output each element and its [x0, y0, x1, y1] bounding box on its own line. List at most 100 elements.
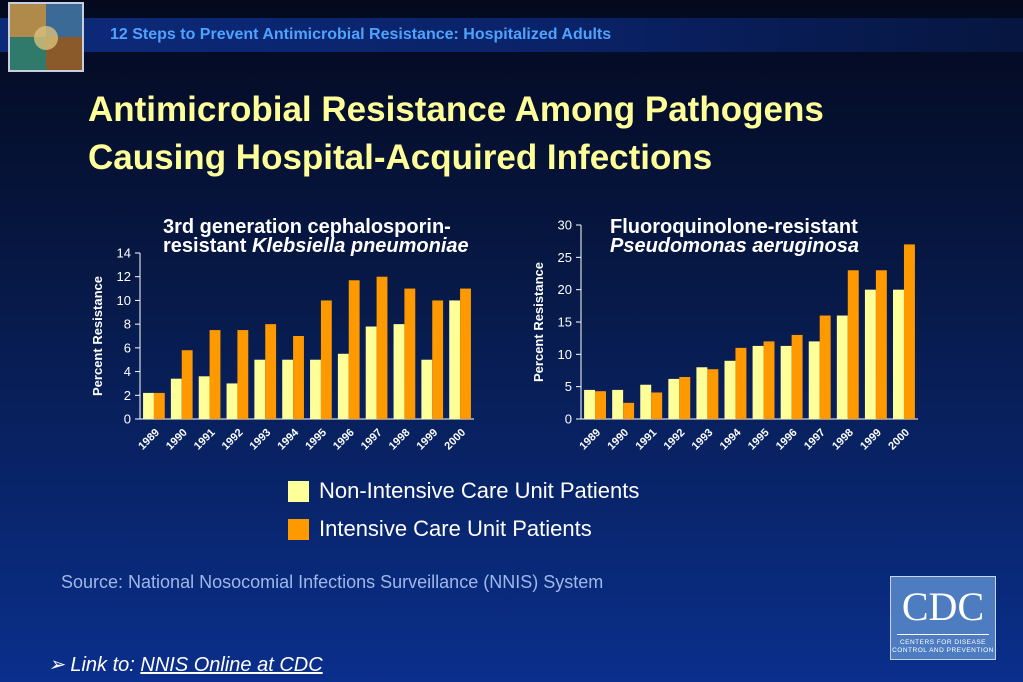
title-line-2: Causing Hospital-Acquired Infections — [88, 138, 713, 177]
left-chart-bar-icu — [460, 288, 471, 419]
right-chart-bar-non-icu — [780, 345, 792, 419]
right-chart-bar-non-icu — [696, 367, 708, 419]
left-chart-bar-icu — [404, 288, 416, 419]
right-chart-y-tick-label: 30 — [558, 218, 572, 233]
left-chart-bar-icu — [293, 336, 304, 419]
left-chart-bar-non-icu — [143, 392, 154, 419]
left-chart-bar-non-icu — [421, 359, 433, 419]
left-chart-bar-icu — [181, 350, 193, 419]
right-chart-y-axis-label: Percent Resistance — [531, 262, 546, 382]
right-chart-x-tick-label: 1998 — [830, 427, 856, 453]
left-chart-bar-icu — [432, 300, 444, 419]
right-chart-bar-non-icu — [864, 289, 876, 419]
right-chart-y-tick-label: 10 — [558, 347, 572, 362]
left-chart-bar-icu — [320, 300, 332, 419]
legend-label-non-icu: Non-Intensive Care Unit Patients — [319, 478, 640, 503]
right-chart-bar-icu — [903, 244, 915, 419]
right-chart-x-tick-label: 1989 — [577, 427, 603, 453]
left-chart-bar-non-icu — [198, 376, 210, 419]
title-line-1: Antimicrobial Resistance Among Pathogens — [88, 90, 824, 129]
left-chart-bar-icu — [237, 330, 249, 419]
left-chart-title-line2: resistant — [163, 235, 252, 257]
right-chart-bar-icu — [679, 376, 691, 419]
right-chart-bar-icu — [791, 334, 803, 419]
right-chart-bar-non-icu — [808, 341, 820, 419]
right-chart-title-organism: Pseudomonas aeruginosa — [610, 235, 859, 257]
left-chart-bar-icu — [153, 392, 165, 419]
right-chart-x-tick-label: 1999 — [858, 427, 884, 453]
right-chart-bar-non-icu — [640, 384, 652, 419]
right-chart-bar-icu — [735, 347, 747, 419]
right-chart-bar-icu — [847, 270, 859, 419]
right-chart-bar-icu — [707, 369, 719, 419]
right-chart-bar-non-icu — [752, 345, 764, 419]
left-chart-title-line1: 3rd generation cephalosporin- — [163, 216, 451, 238]
right-chart-title-line1: Fluoroquinolone-resistant — [610, 216, 858, 238]
legend-swatch-icu — [288, 518, 309, 540]
right-chart-y-tick-label: 15 — [558, 315, 572, 330]
slide-title: Antimicrobial Resistance Among Pathogens… — [88, 86, 988, 182]
right-chart-x-tick-label: 1991 — [634, 427, 660, 453]
left-chart-bar-non-icu — [282, 359, 294, 419]
left-chart-bar-non-icu — [337, 353, 349, 419]
right-chart-bar-icu — [623, 402, 635, 419]
cdc-logo-letters: CDC — [901, 584, 985, 629]
left-chart-bar-icu — [265, 324, 277, 419]
right-chart-y-tick-label: 0 — [565, 412, 572, 427]
left-chart-bar-icu — [348, 280, 360, 419]
hhs-logo-image — [8, 2, 84, 72]
slide-subtitle: 12 Steps to Prevent Antimicrobial Resist… — [110, 26, 612, 43]
right-chart-x-tick-label: 1993 — [690, 427, 716, 453]
right-chart-bar-icu — [651, 392, 663, 419]
left-chart-bar-icu — [376, 276, 388, 419]
left-chart-y-tick-label: 6 — [124, 340, 131, 355]
right-chart-x-tick-label: 1994 — [718, 426, 744, 452]
nnis-online-link[interactable]: NNIS Online at CDC — [140, 654, 323, 676]
cdc-logo-line2: CONTROL AND PREVENTION — [892, 647, 994, 654]
legend-swatch-non-icu — [288, 480, 309, 502]
left-chart-title: 3rd generation cephalosporin- resistant … — [163, 216, 469, 257]
cdc-logo-line1: CENTERS FOR DISEASE — [899, 639, 987, 646]
right-chart-x-tick-label: 1990 — [605, 427, 631, 453]
left-chart-bar-non-icu — [254, 359, 266, 419]
left-chart-title-organism: Klebsiella pneumoniae — [251, 235, 469, 257]
right-chart-title: Fluoroquinolone-resistant Pseudomonas ae… — [610, 216, 859, 257]
right-chart-bar-non-icu — [724, 360, 736, 419]
left-chart-y-tick-label: 12 — [117, 269, 131, 284]
right-chart-bar-icu — [595, 391, 606, 419]
right-chart-y-tick-label: 20 — [558, 282, 572, 297]
left-chart-bar-non-icu — [226, 383, 238, 419]
right-chart-x-tick-label: 1995 — [746, 427, 772, 453]
right-chart-x-tick-label: 1992 — [662, 427, 688, 453]
legend-item-icu: Intensive Care Unit Patients — [288, 516, 592, 542]
cdc-logo-subtext: CENTERS FOR DISEASE CONTROL AND PREVENTI… — [891, 639, 995, 655]
source-note: Source: National Nosocomial Infections S… — [61, 572, 604, 592]
left-chart-y-axis-label: Percent Resistance — [90, 276, 105, 396]
left-chart-bar-non-icu — [170, 378, 182, 419]
right-chart-bar-non-icu — [612, 389, 624, 419]
link-prefix: Link to: — [70, 654, 141, 676]
header-bar — [0, 18, 1023, 52]
left-chart-bar-non-icu — [449, 300, 461, 419]
right-chart-bar-icu — [819, 315, 831, 419]
right-chart-y-tick-label: 5 — [565, 379, 572, 394]
right-chart-x-tick-label: 2000 — [886, 427, 912, 453]
left-chart-y-tick-label: 2 — [124, 388, 131, 403]
right-chart-bar-icu — [875, 270, 887, 419]
left-chart-y-tick-label: 4 — [124, 364, 131, 379]
left-chart-y-tick-label: 10 — [117, 293, 131, 308]
bullet-arrow-icon: ➢ — [48, 654, 65, 676]
legend-label-icu: Intensive Care Unit Patients — [319, 516, 592, 541]
left-chart-bar-icu — [209, 330, 221, 419]
left-chart-y-tick-label: 14 — [117, 246, 131, 261]
left-chart-y-tick-label: 0 — [124, 412, 131, 427]
left-chart-bar-non-icu — [310, 359, 321, 419]
left-chart-y-tick-label: 8 — [124, 317, 131, 332]
right-chart-x-tick-label: 1997 — [802, 427, 828, 453]
cdc-logo-divider — [897, 634, 989, 635]
cdc-logo: CDC CENTERS FOR DISEASE CONTROL AND PREV… — [890, 576, 996, 660]
left-chart-bar-non-icu — [393, 324, 405, 419]
nnis-link-row: ➢ Link to: NNIS Online at CDC — [48, 652, 323, 677]
